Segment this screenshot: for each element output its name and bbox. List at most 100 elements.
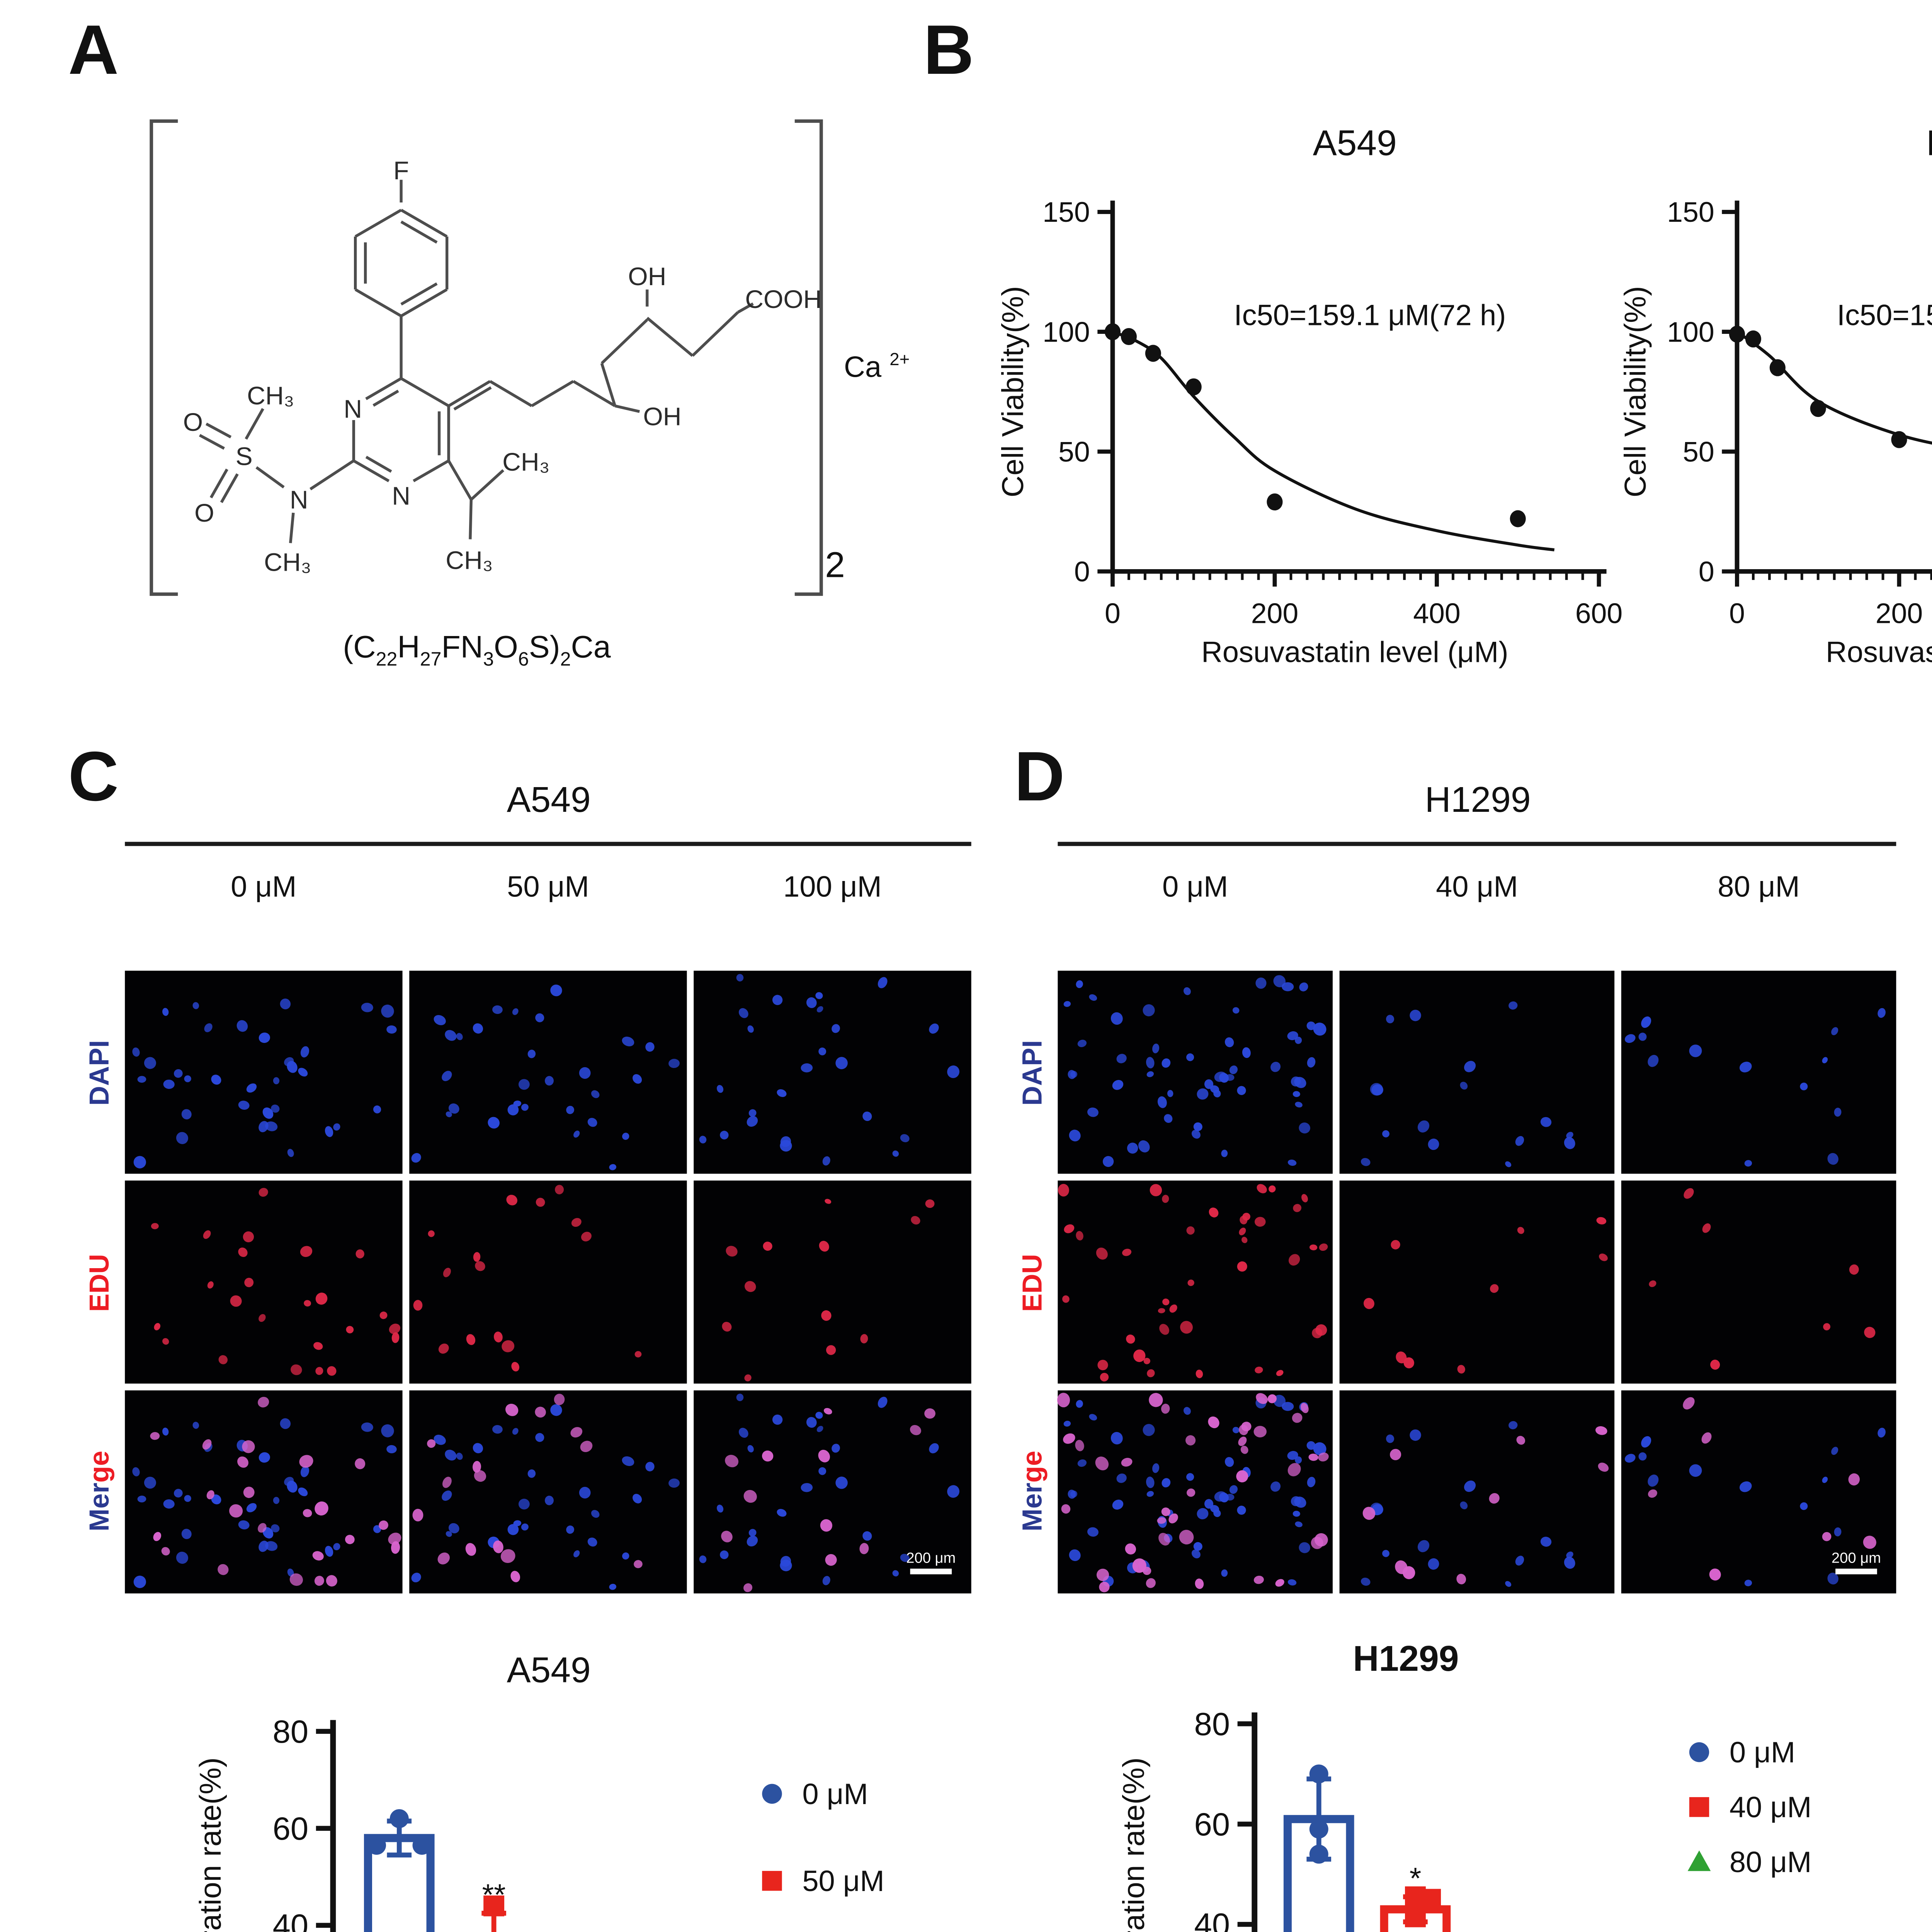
y-tick-label: 100 bbox=[1043, 316, 1090, 348]
bar-chart-title-a549: A549 bbox=[507, 1652, 591, 1692]
formula-subscript: 6 bbox=[518, 650, 529, 672]
dose-chart-title-h1299: H1299 bbox=[1926, 126, 1932, 165]
row-label-segment: DAPI bbox=[86, 1039, 116, 1105]
row-label-dapi: DAPI bbox=[1019, 1039, 1049, 1105]
atom-label: O bbox=[194, 499, 214, 527]
y-tick-label: 60 bbox=[273, 1811, 309, 1847]
y-tick-label: 100 bbox=[1667, 316, 1714, 348]
row-label-merge: Merge bbox=[1019, 1451, 1049, 1532]
significance-label: * bbox=[1410, 1861, 1422, 1895]
micrograph-cell bbox=[1339, 1180, 1615, 1384]
micrograph-cell bbox=[1621, 1180, 1896, 1384]
micrograph-cell bbox=[409, 971, 687, 1174]
dose-chart-A549: 0 50 100 150 0 200 400 600 bbox=[1043, 196, 1622, 629]
micrograph-cell bbox=[1621, 1390, 1896, 1594]
y-tick-label: 0 bbox=[1699, 556, 1714, 588]
atom-label: N bbox=[344, 395, 362, 423]
data-point bbox=[1729, 325, 1745, 343]
scale-bar-c bbox=[910, 1568, 952, 1574]
x-tick-label: 600 bbox=[1575, 597, 1623, 629]
formula-subscript: 3 bbox=[483, 650, 494, 672]
micrograph-cell bbox=[1058, 971, 1333, 1174]
y-axis-label-viability-2: Cell Viability(%) bbox=[1621, 286, 1653, 498]
row-label-segment: ge bbox=[86, 1451, 116, 1484]
ic50-label-a549: Ic50=159.1 μM(72 h) bbox=[1234, 300, 1506, 333]
y-axis-label-proliferation-2: Cell proliferation rate(%) bbox=[1119, 1757, 1152, 1932]
grid-title-a549: A549 bbox=[507, 781, 591, 821]
formula-subscript: 2 bbox=[560, 650, 571, 672]
significance-label: *** bbox=[571, 1931, 606, 1932]
y-tick-label: 150 bbox=[1043, 196, 1090, 228]
microscopy-grid-H1299 bbox=[1057, 971, 1896, 1594]
concentration-label: 0 μM bbox=[231, 872, 297, 905]
scale-bar-text-d: 200 μm bbox=[1831, 1549, 1881, 1567]
x-tick-label: 400 bbox=[1413, 597, 1461, 629]
row-label-merge: Merge bbox=[86, 1451, 117, 1532]
counter-ion-symbol: Ca bbox=[844, 352, 882, 384]
y-tick-label: 40 bbox=[273, 1908, 309, 1932]
chemical-structure bbox=[150, 119, 823, 596]
micrograph-cell bbox=[409, 1390, 687, 1594]
formula-segment: Ca bbox=[571, 631, 611, 665]
x-tick-label: 200 bbox=[1251, 597, 1299, 629]
panel-c-label: C bbox=[68, 738, 119, 816]
y-tick-label: 50 bbox=[1683, 436, 1714, 468]
y-tick-label: 80 bbox=[273, 1714, 309, 1750]
x-tick-label: 0 bbox=[1729, 597, 1745, 629]
data-point bbox=[1185, 378, 1202, 396]
x-tick-label: 200 bbox=[1876, 597, 1923, 629]
atom-label: S bbox=[236, 442, 253, 471]
atom-label: COOH bbox=[745, 285, 821, 314]
panel-b-label: B bbox=[923, 11, 974, 89]
scale-bar-d bbox=[1835, 1568, 1877, 1574]
y-tick-label: 40 bbox=[1194, 1906, 1230, 1932]
data-point bbox=[1121, 328, 1137, 345]
x-axis-label-rosuvastatin-2: Rosuvastatin level (μM) bbox=[1825, 637, 1932, 670]
micrograph-cell bbox=[125, 1390, 403, 1594]
counter-ion-charge: 2+ bbox=[889, 350, 910, 369]
data-point bbox=[1510, 510, 1526, 527]
formula-segment: H bbox=[397, 631, 420, 665]
atom-label: CH₃ bbox=[247, 382, 294, 410]
data-point bbox=[1267, 493, 1283, 511]
micrograph-cell bbox=[694, 971, 971, 1174]
data-point bbox=[1104, 323, 1121, 340]
formula-segment: (C bbox=[343, 631, 376, 665]
atom-label: CH₃ bbox=[502, 448, 549, 476]
y-tick-label: 50 bbox=[1058, 436, 1090, 468]
scale-bar-text-c: 200 μm bbox=[906, 1549, 956, 1567]
formula-segment: O bbox=[494, 631, 518, 665]
row-label-segment: Mer bbox=[86, 1483, 116, 1532]
formula-segment: S) bbox=[529, 631, 560, 665]
legend-label: 0 μM bbox=[802, 1778, 868, 1811]
y-axis-label-proliferation-1: Cell proliferation rate(%) bbox=[196, 1757, 228, 1932]
concentration-label: 50 μM bbox=[507, 872, 589, 905]
atom-label: CH₃ bbox=[264, 548, 311, 577]
micrograph-cell bbox=[125, 971, 403, 1174]
panel-d-label: D bbox=[1014, 738, 1065, 816]
y-tick-label: 150 bbox=[1667, 196, 1714, 228]
micrograph-cell bbox=[125, 1180, 403, 1384]
dose-chart-title-a549: A549 bbox=[1313, 125, 1397, 165]
formula-segment: FN bbox=[441, 631, 483, 665]
y-tick-label: 80 bbox=[1194, 1706, 1230, 1742]
micrograph-cell bbox=[1621, 971, 1896, 1174]
micrograph-cell bbox=[1058, 1390, 1333, 1594]
data-point bbox=[1145, 345, 1161, 362]
concentration-label: 100 μM bbox=[783, 872, 882, 905]
x-axis-label-rosuvastatin-1: Rosuvastatin level (μM) bbox=[1201, 637, 1509, 670]
row-label-edu: EDU bbox=[86, 1253, 117, 1311]
counter-ion: Ca 2+ bbox=[844, 350, 910, 385]
ic50-label-h1299: Ic50=150.4 μM（72 h） bbox=[1837, 300, 1932, 333]
concentration-label: 0 μM bbox=[1162, 872, 1228, 905]
legend-label: 80 μM bbox=[1730, 1846, 1811, 1879]
data-point bbox=[1745, 330, 1761, 348]
grid-title-h1299: H1299 bbox=[1425, 781, 1531, 821]
row-label-dapi: DAPI bbox=[86, 1039, 117, 1105]
atom-label: CH₃ bbox=[446, 546, 493, 575]
y-axis-label-viability-1: Cell Viability(%) bbox=[998, 286, 1031, 498]
